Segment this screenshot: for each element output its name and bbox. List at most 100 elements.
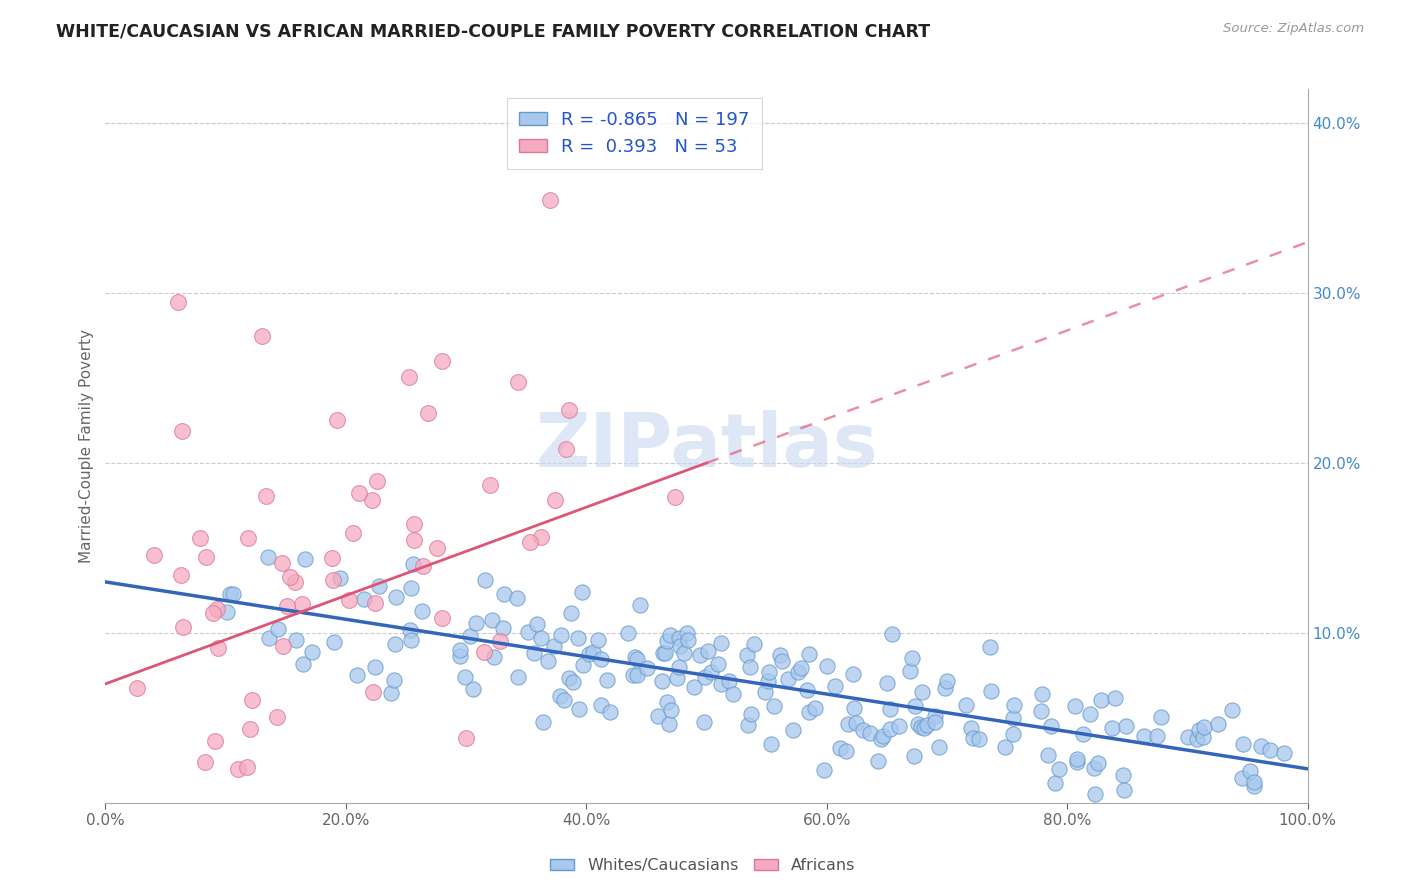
Point bbox=[994, 740, 1017, 755]
Point bbox=[697, 643, 720, 657]
Point bbox=[543, 639, 565, 653]
Point bbox=[737, 718, 759, 732]
Point bbox=[1243, 779, 1265, 793]
Point bbox=[910, 720, 932, 734]
Point bbox=[361, 685, 384, 699]
Point bbox=[758, 665, 780, 680]
Point bbox=[568, 702, 591, 716]
Point bbox=[523, 646, 546, 660]
Point bbox=[254, 489, 277, 503]
Point bbox=[928, 740, 950, 755]
Point bbox=[887, 718, 910, 732]
Point bbox=[1239, 764, 1261, 779]
Point bbox=[917, 718, 939, 732]
Point bbox=[346, 667, 368, 681]
Point bbox=[738, 659, 761, 673]
Point bbox=[796, 682, 818, 697]
Point bbox=[426, 541, 449, 555]
Point bbox=[1220, 703, 1243, 717]
Point bbox=[449, 649, 471, 664]
Point bbox=[337, 592, 360, 607]
Point bbox=[1192, 730, 1215, 744]
Text: WHITE/CAUCASIAN VS AFRICAN MARRIED-COUPLE FAMILY POVERTY CORRELATION CHART: WHITE/CAUCASIAN VS AFRICAN MARRIED-COUPL… bbox=[56, 22, 931, 40]
Point bbox=[907, 717, 929, 731]
Point bbox=[695, 670, 717, 684]
Point bbox=[530, 631, 553, 645]
Point bbox=[531, 715, 554, 730]
Point bbox=[782, 723, 804, 737]
Point bbox=[591, 652, 613, 666]
Point bbox=[506, 670, 529, 684]
Point bbox=[235, 759, 257, 773]
Point bbox=[322, 573, 344, 587]
Point bbox=[284, 574, 307, 589]
Point bbox=[1078, 706, 1101, 721]
Point bbox=[188, 532, 211, 546]
Point bbox=[479, 478, 502, 492]
Point bbox=[876, 675, 898, 690]
Point bbox=[651, 673, 673, 688]
Point bbox=[412, 558, 434, 573]
Point bbox=[492, 621, 515, 635]
Point bbox=[399, 632, 422, 647]
Point bbox=[1039, 719, 1062, 733]
Text: ZIPatlas: ZIPatlas bbox=[536, 409, 877, 483]
Point bbox=[651, 646, 673, 660]
Point bbox=[647, 708, 669, 723]
Point bbox=[1064, 698, 1087, 713]
Point bbox=[1029, 704, 1052, 718]
Point bbox=[672, 646, 695, 660]
Point bbox=[824, 679, 846, 693]
Point bbox=[537, 654, 560, 668]
Point bbox=[250, 328, 273, 343]
Point bbox=[879, 723, 901, 737]
Point bbox=[787, 665, 810, 679]
Legend: Whites/Caucasians, Africans: Whites/Caucasians, Africans bbox=[544, 852, 862, 880]
Point bbox=[778, 673, 800, 687]
Point bbox=[626, 668, 648, 682]
Point bbox=[460, 629, 482, 643]
Point bbox=[960, 721, 983, 735]
Point bbox=[239, 722, 262, 736]
Point bbox=[689, 648, 711, 662]
Point bbox=[143, 548, 166, 562]
Point bbox=[202, 607, 225, 621]
Point bbox=[321, 551, 343, 566]
Point bbox=[226, 762, 249, 776]
Point bbox=[364, 596, 387, 610]
Point bbox=[1002, 711, 1025, 725]
Point bbox=[762, 698, 785, 713]
Point bbox=[238, 531, 260, 545]
Point bbox=[659, 703, 682, 717]
Point bbox=[1232, 737, 1254, 751]
Point bbox=[1150, 710, 1173, 724]
Point bbox=[624, 649, 647, 664]
Point bbox=[804, 701, 827, 715]
Text: Source: ZipAtlas.com: Source: ZipAtlas.com bbox=[1223, 22, 1364, 36]
Point bbox=[1250, 739, 1272, 754]
Point bbox=[1104, 691, 1126, 706]
Point bbox=[1090, 693, 1112, 707]
Point bbox=[797, 647, 820, 661]
Point bbox=[1112, 768, 1135, 782]
Point bbox=[170, 424, 193, 438]
Point bbox=[859, 726, 882, 740]
Point bbox=[571, 585, 593, 599]
Point bbox=[550, 628, 572, 642]
Point bbox=[492, 587, 515, 601]
Point bbox=[353, 592, 375, 607]
Point bbox=[813, 763, 835, 777]
Point bbox=[278, 569, 301, 583]
Point bbox=[742, 637, 765, 651]
Point bbox=[399, 581, 422, 595]
Point bbox=[301, 645, 323, 659]
Point bbox=[830, 740, 852, 755]
Point bbox=[430, 611, 453, 625]
Point bbox=[979, 640, 1001, 655]
Point bbox=[411, 603, 433, 617]
Point bbox=[166, 294, 188, 309]
Point bbox=[240, 693, 263, 707]
Point bbox=[322, 635, 344, 649]
Point bbox=[815, 659, 838, 673]
Point bbox=[626, 652, 648, 666]
